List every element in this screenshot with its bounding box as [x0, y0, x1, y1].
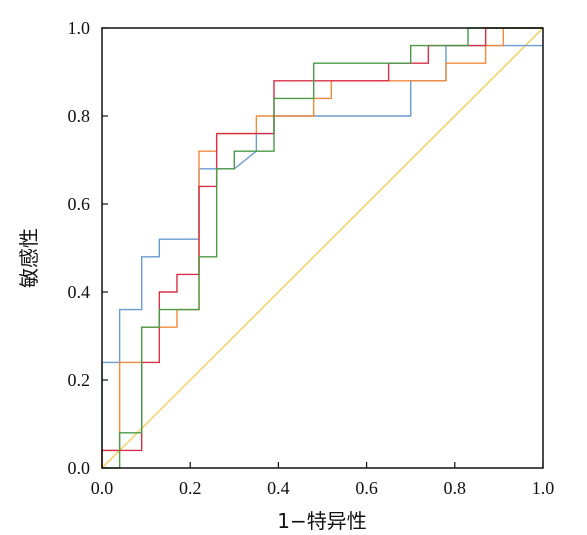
x-tick-label: 0.0	[91, 478, 114, 498]
x-axis-title: 1−特异性	[277, 509, 366, 533]
y-tick-label: 0.6	[68, 194, 91, 214]
roc-series-4-line	[102, 27, 543, 469]
y-tick-label: 0.0	[68, 458, 91, 478]
y-axis: 0.0 0.2 0.4 0.6 0.8 1.0	[68, 18, 108, 478]
x-axis: 0.0 0.2 0.4 0.6 0.8 1.0	[91, 462, 555, 498]
x-tick-label: 0.8	[444, 478, 467, 498]
y-tick-label: 0.2	[68, 370, 91, 390]
plot-area	[101, 27, 544, 469]
y-tick-label: 0.4	[68, 282, 91, 302]
reference-line	[101, 27, 544, 469]
x-tick-label: 0.4	[267, 478, 290, 498]
y-tick-label: 1.0	[68, 18, 91, 38]
y-axis-title: 敏感性	[17, 228, 41, 288]
x-tick-label: 0.6	[355, 478, 378, 498]
x-tick-label: 0.2	[179, 478, 202, 498]
x-tick-label: 1.0	[532, 478, 555, 498]
y-tick-label: 0.8	[68, 106, 91, 126]
roc-series-1-line	[101, 44, 543, 468]
plot-frame	[101, 27, 544, 469]
